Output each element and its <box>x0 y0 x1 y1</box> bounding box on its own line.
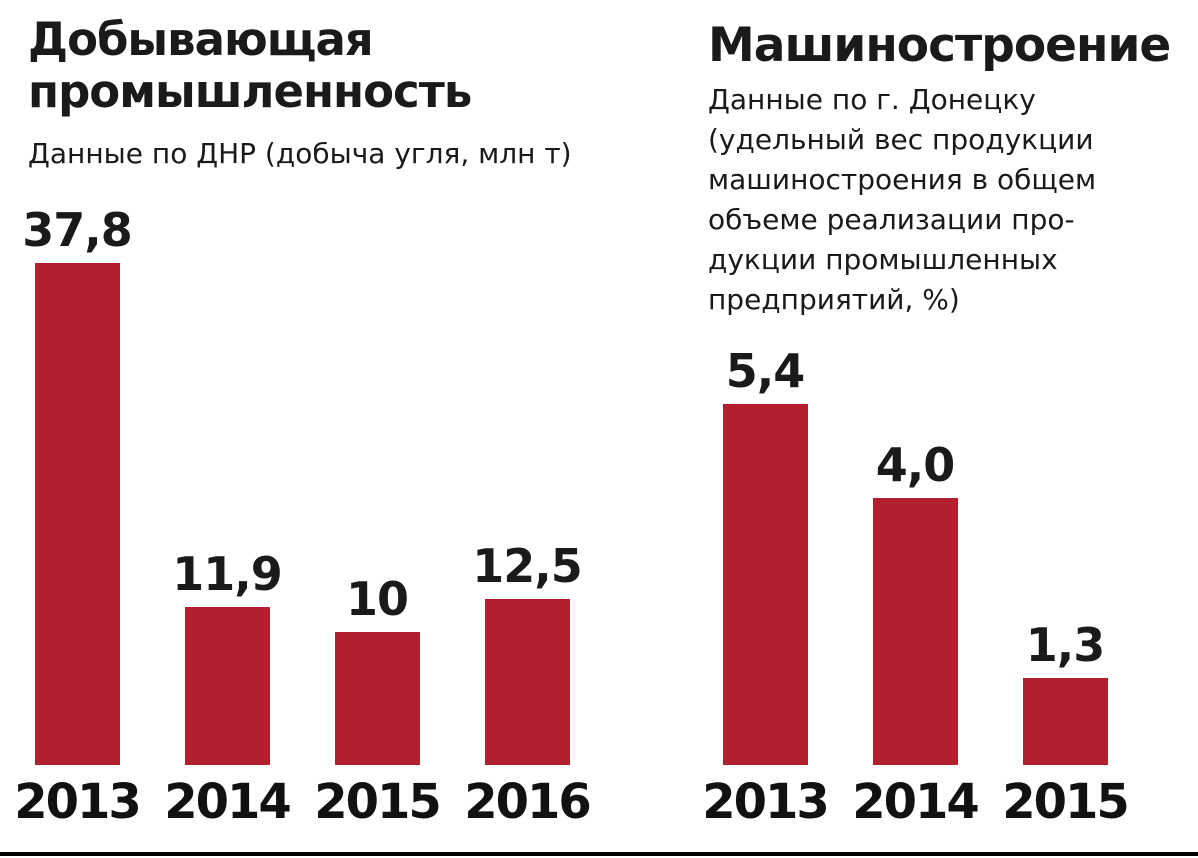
bar <box>1022 678 1108 765</box>
year-label: 2016 <box>464 774 592 830</box>
chart-subtitle: Данные по ДНР (добыча угля, млн т) <box>28 137 572 170</box>
chart-subtitle-line: (удельный вес продукции <box>708 123 1094 156</box>
bar <box>484 599 570 765</box>
bar <box>184 607 270 765</box>
bar-value-label: 10 <box>345 572 409 626</box>
bar-value-label: 4,0 <box>875 438 956 492</box>
chart-title-line: Добывающая <box>28 13 374 66</box>
bar <box>872 498 958 765</box>
bar <box>722 404 808 765</box>
chart-subtitle-line: Данные по г. Донецку <box>708 83 1036 116</box>
bar-value-label: 11,9 <box>172 547 283 601</box>
chart-title-line: промышленность <box>28 65 472 118</box>
chart-subtitle: Данные по г. Донецку (удельный вес проду… <box>708 80 1096 320</box>
chart-subtitle-line: дукции промышленных <box>708 243 1058 276</box>
chart-subtitle-line: предприятий, %) <box>708 283 960 316</box>
bottom-rule <box>0 852 1198 856</box>
bar-value-label: 1,3 <box>1025 618 1106 672</box>
chart-title: Добывающая промышленность <box>28 13 472 118</box>
chart-subtitle-line: машиностроения в общем <box>708 163 1097 196</box>
year-label: 2015 <box>314 774 442 830</box>
chart-title: Машиностроение <box>708 18 1171 73</box>
year-label: 2014 <box>852 774 980 830</box>
bar <box>334 632 420 765</box>
bar-value-label: 12,5 <box>472 539 583 593</box>
bar-value-label: 37,8 <box>22 203 133 257</box>
year-label: 2013 <box>702 774 830 830</box>
bar-value-label: 5,4 <box>725 344 806 398</box>
chart-title-line: Машиностроение <box>708 18 1171 73</box>
year-label: 2015 <box>1002 774 1130 830</box>
bar <box>34 263 120 765</box>
year-label: 2013 <box>14 774 142 830</box>
year-label: 2014 <box>164 774 292 830</box>
chart-subtitle-line: объеме реализации про- <box>708 203 1075 236</box>
